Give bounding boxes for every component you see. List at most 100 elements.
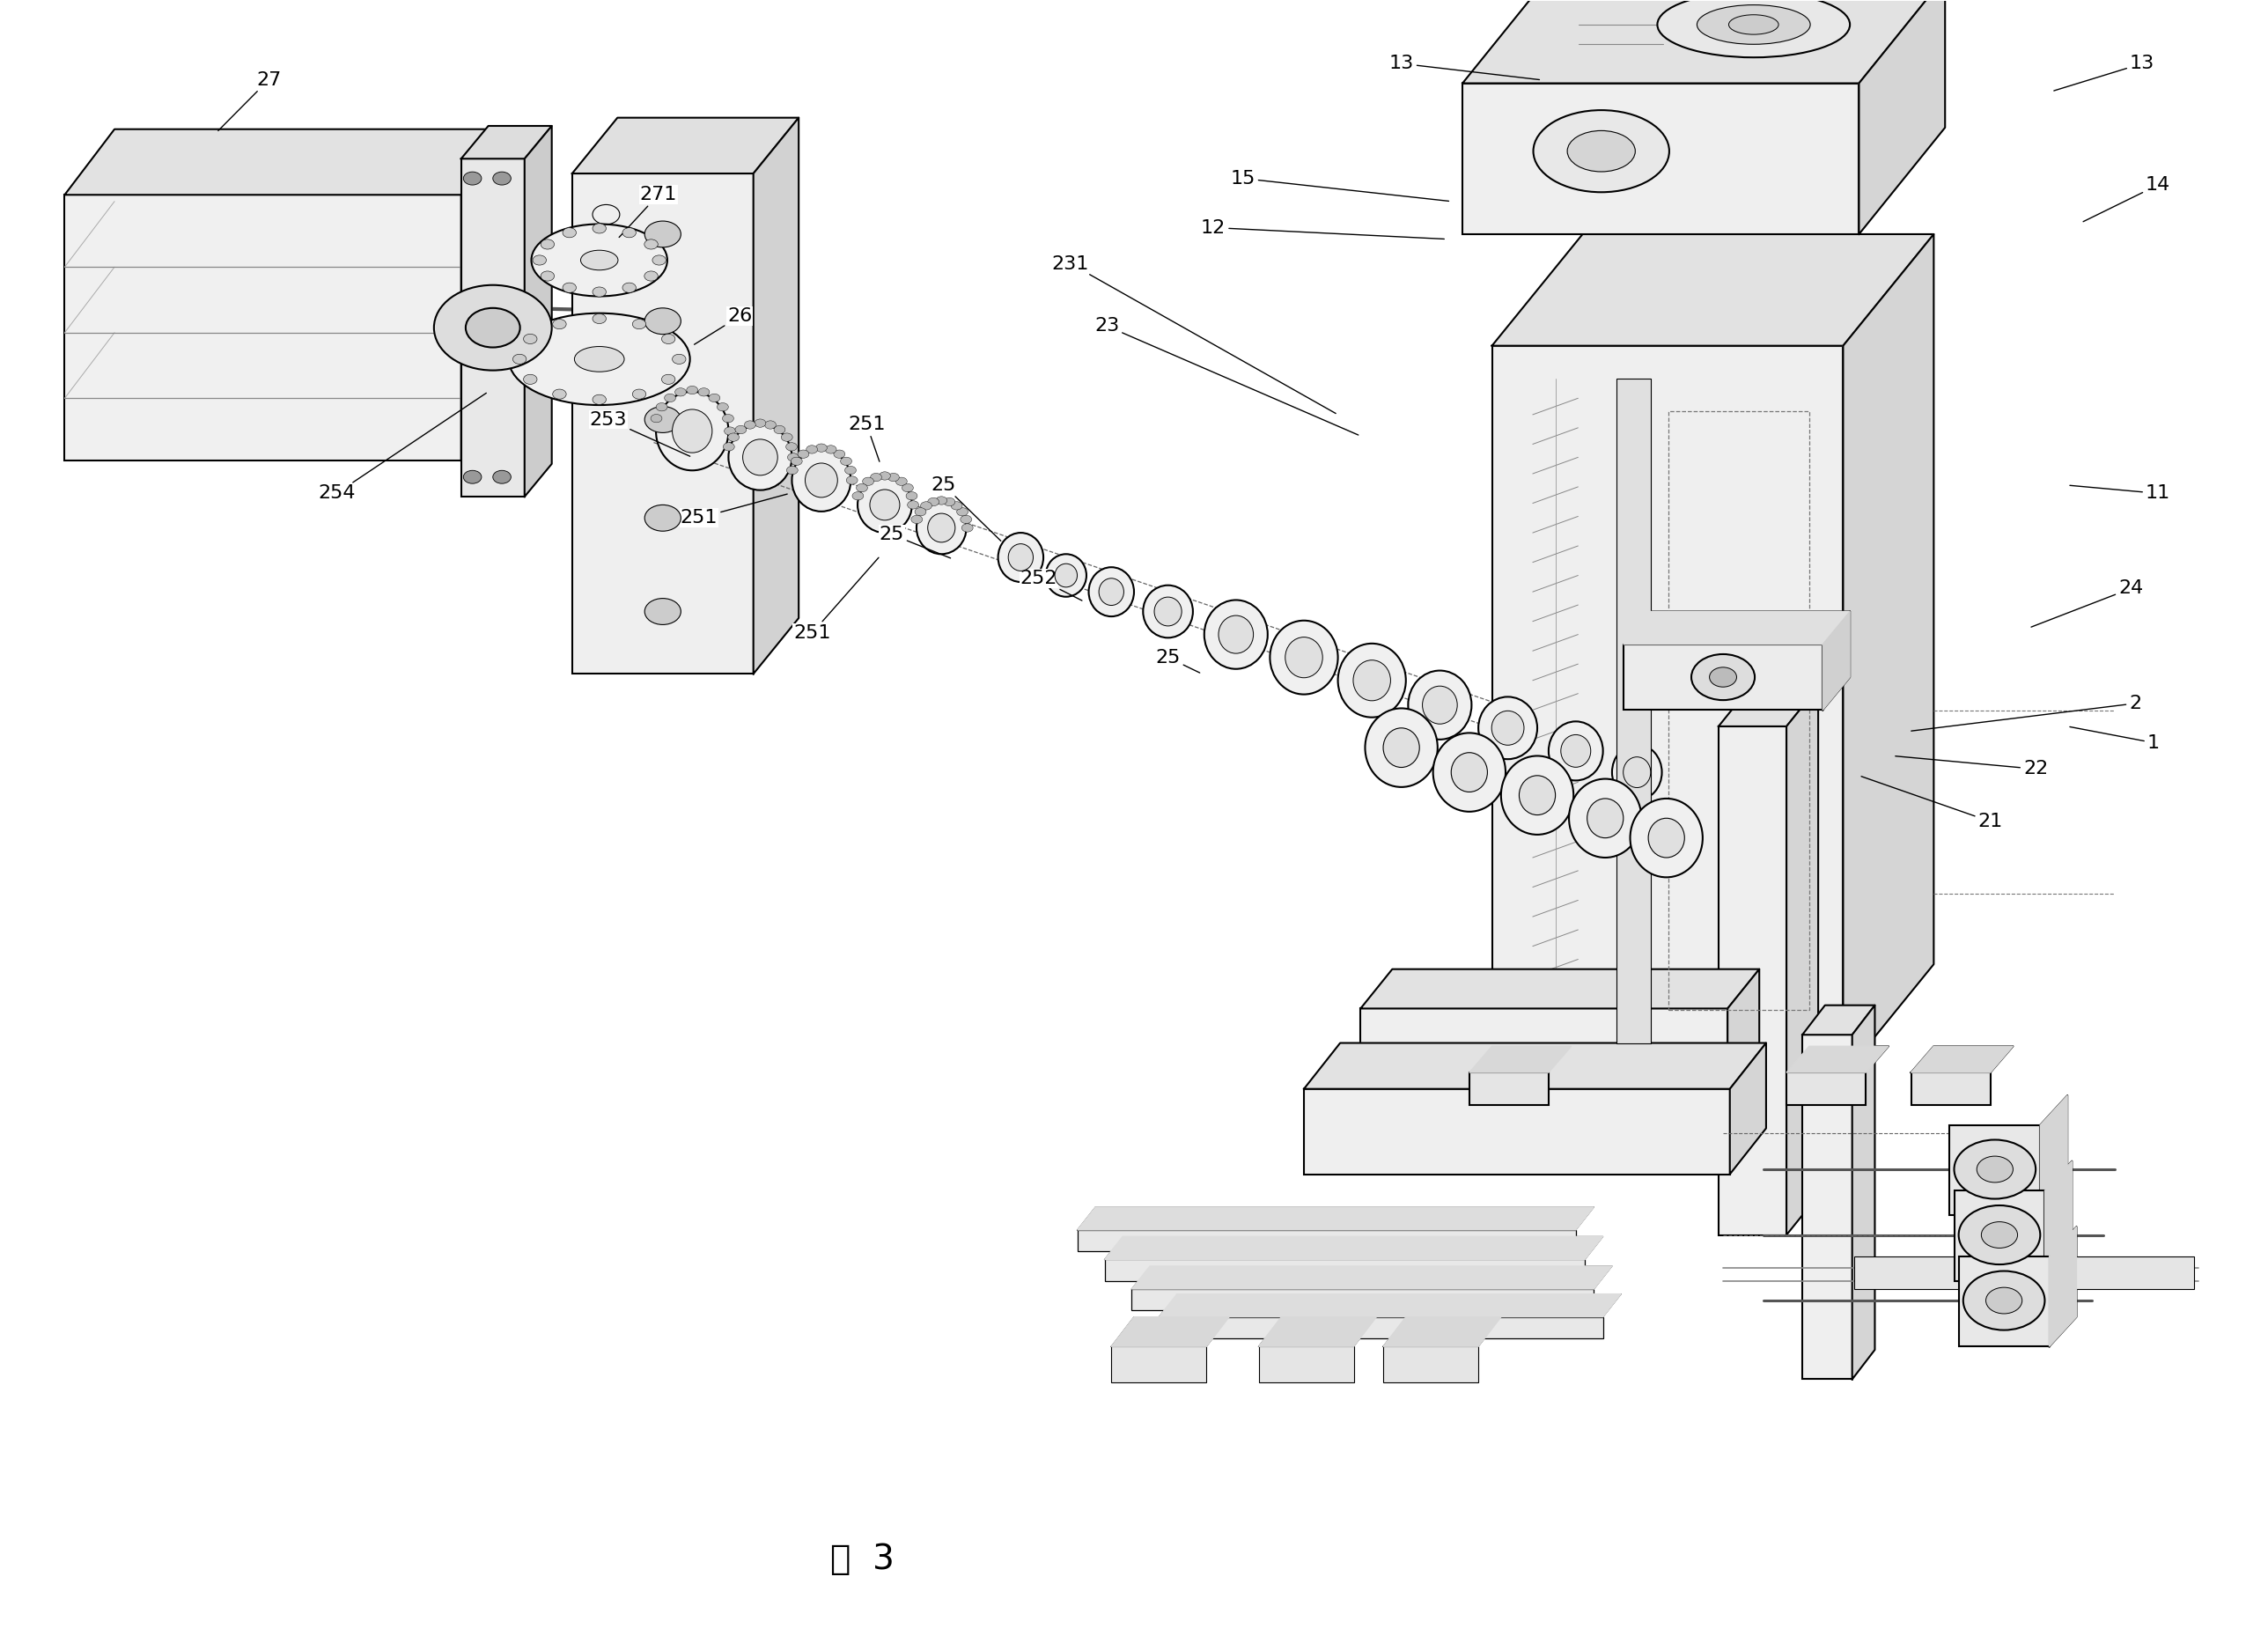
Ellipse shape [1422,687,1458,725]
Circle shape [533,255,547,265]
Ellipse shape [1089,567,1134,616]
Circle shape [787,453,798,462]
Ellipse shape [998,532,1043,582]
Polygon shape [1730,1043,1767,1175]
Polygon shape [1719,687,1819,726]
Circle shape [880,472,891,480]
Circle shape [463,173,481,186]
Bar [1624,644,1823,710]
Ellipse shape [1492,711,1524,746]
Text: 24: 24 [2032,580,2143,628]
Circle shape [492,470,510,483]
Circle shape [655,403,667,411]
Circle shape [844,467,855,475]
Polygon shape [2046,1162,2073,1282]
Circle shape [644,406,680,432]
Circle shape [943,498,955,506]
Ellipse shape [1649,818,1685,858]
Circle shape [723,442,735,450]
Bar [460,159,524,496]
Circle shape [662,375,676,384]
Ellipse shape [1365,708,1438,787]
Polygon shape [572,118,798,174]
Circle shape [921,501,932,509]
Text: 12: 12 [1200,219,1445,238]
Text: 231: 231 [1052,255,1336,414]
Circle shape [735,426,746,434]
Polygon shape [1383,1318,1501,1347]
Polygon shape [1844,235,1935,1076]
Circle shape [846,476,857,485]
Ellipse shape [1549,721,1603,780]
Polygon shape [1361,969,1760,1009]
Circle shape [513,355,526,365]
Circle shape [644,598,680,624]
Ellipse shape [655,391,728,470]
Circle shape [653,255,667,265]
Bar [1077,1231,1576,1252]
Circle shape [905,491,916,499]
Circle shape [773,426,785,434]
Circle shape [903,483,914,491]
Circle shape [723,427,735,435]
Circle shape [887,473,898,481]
Bar [1105,1260,1585,1282]
Text: 27: 27 [218,71,281,131]
Circle shape [871,473,882,481]
Text: 271: 271 [619,186,676,237]
Circle shape [857,483,869,491]
Bar [1669,411,1810,1010]
Ellipse shape [728,424,792,490]
Polygon shape [1105,1237,1603,1260]
Text: 11: 11 [2071,485,2170,503]
Bar [1955,1191,2046,1282]
Circle shape [553,319,567,329]
Circle shape [937,496,948,504]
Polygon shape [1259,1318,1377,1347]
Polygon shape [1787,1047,1889,1073]
Ellipse shape [1613,744,1662,800]
Text: 图  3: 图 3 [830,1543,894,1576]
Ellipse shape [1624,757,1651,787]
Ellipse shape [1560,734,1590,767]
Polygon shape [753,118,798,674]
Circle shape [1692,654,1755,700]
Circle shape [540,271,553,281]
Ellipse shape [508,314,689,406]
Ellipse shape [805,463,837,498]
Bar [1950,1125,2041,1216]
Circle shape [950,501,962,509]
Circle shape [621,283,635,292]
Polygon shape [1304,1043,1767,1089]
Circle shape [744,421,755,429]
Ellipse shape [1218,616,1254,654]
Polygon shape [1077,1208,1594,1231]
Text: 25: 25 [880,526,950,559]
Circle shape [592,288,606,297]
Ellipse shape [1658,0,1851,58]
Bar [1855,1257,2193,1290]
Bar [1259,1347,1354,1382]
Ellipse shape [1100,578,1125,605]
Ellipse shape [1631,798,1703,877]
Circle shape [912,516,923,524]
Ellipse shape [1452,752,1488,792]
Ellipse shape [857,476,912,532]
Circle shape [562,283,576,292]
Bar [1787,1073,1867,1106]
Circle shape [780,434,792,442]
Ellipse shape [1728,15,1778,35]
Text: 251: 251 [680,495,787,527]
Polygon shape [1492,235,1935,345]
Circle shape [592,223,606,233]
Circle shape [644,240,658,250]
Ellipse shape [1286,637,1322,679]
Ellipse shape [1383,728,1420,767]
Ellipse shape [1270,621,1338,695]
Circle shape [665,394,676,403]
Circle shape [957,508,968,516]
Polygon shape [2041,1096,2068,1216]
Bar [1912,1073,1991,1106]
Text: 251: 251 [848,416,885,462]
Circle shape [914,508,925,516]
